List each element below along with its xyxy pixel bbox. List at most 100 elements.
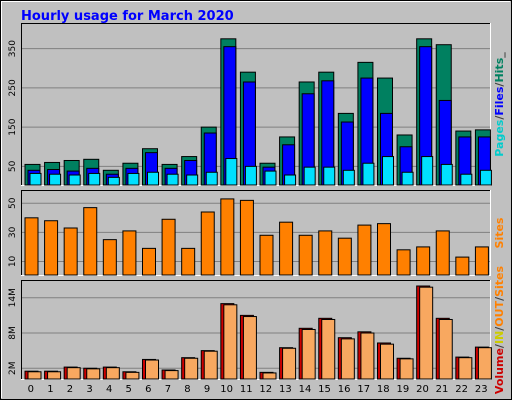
x-tick-label: 18 xyxy=(377,384,390,395)
bar xyxy=(68,174,81,186)
y-tick-label: 10 xyxy=(8,255,18,267)
bar xyxy=(102,239,117,276)
x-tick-label: 0 xyxy=(28,384,34,395)
legend-item: IN xyxy=(493,331,506,344)
bar xyxy=(262,372,277,380)
x-tick-label: 2 xyxy=(67,384,73,395)
y-tick-label: 350 xyxy=(8,40,18,57)
legend-item: / xyxy=(493,82,506,87)
bar xyxy=(122,230,137,276)
x-tick-label: 13 xyxy=(279,384,292,395)
bar xyxy=(303,166,316,186)
x-tick-label: 14 xyxy=(299,384,312,395)
legend-item: _ xyxy=(493,52,506,58)
bar xyxy=(382,156,394,186)
bar xyxy=(164,370,179,380)
chart-title: Hourly usage for March 2020 xyxy=(21,9,234,24)
panel-background xyxy=(21,23,491,186)
bar xyxy=(477,347,492,380)
bar xyxy=(184,357,199,380)
bar xyxy=(239,199,254,276)
bar xyxy=(161,218,176,276)
legend-label: Volume/IN/OUT/Sites xyxy=(493,265,506,394)
bar xyxy=(401,171,414,186)
x-tick-label: 4 xyxy=(106,384,112,395)
legend-item: / xyxy=(493,115,506,120)
bar xyxy=(357,224,372,276)
x-tick-label: 3 xyxy=(86,384,92,395)
x-tick-label: 9 xyxy=(204,384,210,395)
x-tick-label: 21 xyxy=(436,384,449,395)
bar xyxy=(440,163,453,186)
y-tick-label: 50 xyxy=(8,160,18,172)
legend-label: Sites xyxy=(493,217,506,248)
legend-item: Pages xyxy=(493,119,506,157)
legend-item: Hits xyxy=(493,57,506,82)
bar xyxy=(88,172,101,186)
bar xyxy=(282,347,297,380)
bar xyxy=(105,367,120,380)
bar xyxy=(47,371,62,380)
bar xyxy=(225,158,238,186)
x-tick-label: 8 xyxy=(184,384,190,395)
x-tick-label: 15 xyxy=(318,384,331,395)
bar xyxy=(396,249,411,276)
bar xyxy=(435,230,450,276)
bar xyxy=(479,169,492,186)
bar xyxy=(63,227,78,276)
bar xyxy=(377,223,391,276)
x-tick-label: 11 xyxy=(240,384,253,395)
y-tick-label: 14M xyxy=(8,288,18,307)
bar xyxy=(416,246,431,276)
bar xyxy=(186,174,199,186)
bar xyxy=(323,166,336,186)
bar xyxy=(223,304,238,380)
bar xyxy=(181,247,196,276)
x-tick-label: 17 xyxy=(357,384,370,395)
bar xyxy=(318,230,333,276)
bar xyxy=(49,173,62,186)
bar xyxy=(340,338,355,380)
bar xyxy=(321,318,336,380)
x-tick-label: 12 xyxy=(259,384,272,395)
x-tick-label: 16 xyxy=(338,384,351,395)
bar xyxy=(298,234,313,276)
x-tick-label: 20 xyxy=(416,384,429,395)
bar xyxy=(83,207,98,276)
bar xyxy=(362,162,375,186)
x-tick-label: 23 xyxy=(475,384,488,395)
y-tick-label: 50 xyxy=(8,197,18,209)
bar xyxy=(455,256,470,276)
y-tick-label: 2M xyxy=(8,362,18,376)
legend-item: Files xyxy=(493,86,506,116)
bar xyxy=(460,173,473,186)
bar xyxy=(242,316,257,380)
bar xyxy=(203,350,218,380)
bar xyxy=(458,357,473,380)
bar xyxy=(342,169,355,186)
bar xyxy=(380,343,394,380)
bar xyxy=(279,221,294,276)
bar xyxy=(301,328,316,380)
bar xyxy=(147,171,159,186)
bar xyxy=(24,217,39,276)
bar xyxy=(337,237,352,276)
x-tick-label: 6 xyxy=(145,384,151,395)
y-tick-label: 30 xyxy=(8,226,18,238)
bar xyxy=(205,171,218,186)
bar xyxy=(86,368,101,380)
bar xyxy=(166,173,179,186)
bar xyxy=(200,211,215,276)
legend-item: Volume xyxy=(493,348,506,394)
bar xyxy=(438,318,453,380)
x-tick-label: 10 xyxy=(220,384,233,395)
bar xyxy=(29,172,42,186)
bar xyxy=(474,246,489,276)
bar xyxy=(27,371,42,380)
x-tick-label: 7 xyxy=(165,384,171,395)
bar xyxy=(220,198,235,276)
bar xyxy=(259,234,274,276)
bar xyxy=(264,170,277,186)
bar xyxy=(419,286,434,380)
